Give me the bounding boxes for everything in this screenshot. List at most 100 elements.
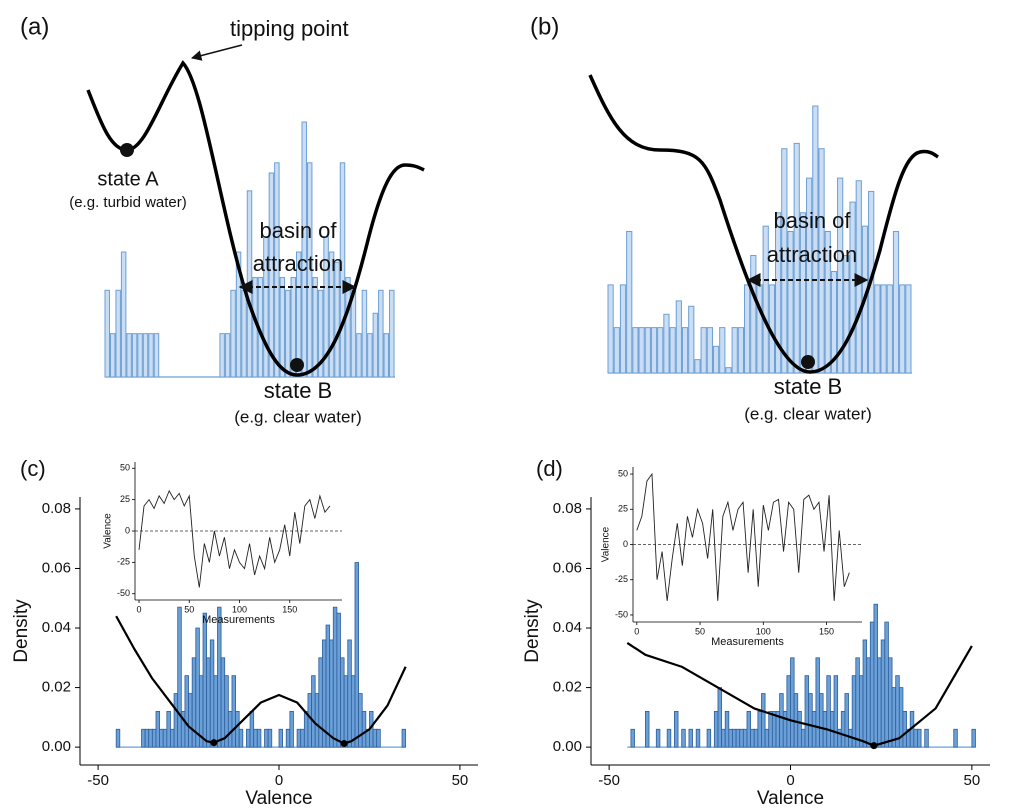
ball [120, 143, 134, 157]
bar [217, 606, 222, 748]
bar [790, 657, 795, 748]
bar [195, 627, 200, 748]
bar [383, 333, 390, 378]
inset-y-title: Valence [103, 513, 114, 549]
x-tick-label: -50 [87, 772, 109, 789]
x-tick-label: -50 [598, 772, 620, 789]
bar [737, 327, 744, 374]
inset-y-tick-label: 50 [618, 468, 628, 478]
inset-x-tick-label: 50 [695, 626, 705, 636]
bar [206, 657, 211, 748]
bar [354, 562, 359, 748]
landscape-curve [86, 60, 425, 377]
bar [782, 711, 788, 748]
bar [830, 271, 838, 374]
bar [339, 162, 346, 378]
bar [800, 728, 806, 748]
y-axis-title: Density [11, 599, 32, 663]
bar [971, 728, 976, 748]
bar [797, 711, 802, 748]
bar [184, 675, 189, 748]
y-tick-label: 0.02 [42, 679, 71, 696]
bar [177, 606, 182, 748]
bar [891, 687, 897, 748]
bar [227, 711, 233, 748]
bar [151, 728, 157, 748]
bar [263, 236, 269, 378]
bar [209, 639, 215, 748]
bar [811, 711, 817, 748]
bar [826, 675, 831, 748]
bar [799, 212, 807, 374]
minimum-point [210, 739, 218, 747]
bar [235, 711, 240, 748]
bar [274, 162, 280, 378]
bar [361, 289, 368, 378]
bar [840, 711, 846, 748]
bar [372, 728, 378, 748]
bar [159, 728, 164, 748]
bar [775, 212, 782, 374]
annotation: state A [97, 168, 159, 190]
panel-b [607, 105, 912, 374]
bar [329, 639, 334, 748]
bar [162, 728, 168, 748]
bar [666, 728, 672, 748]
bar [675, 300, 682, 374]
panel-label: (d) [536, 456, 563, 481]
bar [674, 711, 679, 748]
overlay: (a) tipping point state A (e.g. turbid w… [20, 13, 940, 426]
x-tick-label: 50 [964, 772, 981, 789]
bar [249, 711, 255, 748]
x-tick-label: 0 [275, 772, 283, 789]
inset-x-tick-label: 150 [282, 604, 297, 614]
inset-y-tick-label: 0 [623, 539, 628, 549]
bar [717, 687, 722, 748]
potential-curve [626, 641, 973, 747]
bar [869, 621, 875, 748]
annotation: (e.g. clear water) [234, 407, 362, 426]
bar [144, 728, 150, 748]
bar [681, 728, 686, 748]
bar [367, 333, 373, 378]
bar [750, 255, 757, 374]
inset-y-tick-label: 50 [120, 463, 130, 473]
bar [739, 728, 744, 748]
bar [285, 289, 291, 378]
bar [877, 657, 882, 748]
bar [115, 728, 121, 748]
bar [753, 728, 759, 748]
inset-x-title: Measurements [202, 614, 275, 626]
y-tick-label: 0.06 [42, 559, 71, 576]
y-tick-label: 0.00 [553, 738, 582, 755]
inset-y-tick-label: 25 [120, 494, 130, 504]
bar [913, 728, 918, 748]
bar [202, 612, 208, 748]
bar [311, 675, 316, 748]
bar [638, 327, 645, 374]
bar [170, 728, 175, 748]
bar [340, 657, 345, 748]
bar [246, 190, 253, 378]
bar [307, 693, 312, 748]
bar [626, 230, 633, 374]
bar [253, 728, 258, 748]
bar [356, 333, 362, 378]
bar [126, 333, 132, 378]
annotation: (e.g. clear water) [744, 404, 872, 423]
ball [290, 358, 304, 372]
bar [905, 284, 912, 374]
bar [220, 657, 226, 748]
inset-series [138, 489, 331, 588]
bar [771, 711, 777, 748]
bar [350, 675, 356, 748]
bar [757, 711, 762, 748]
bar [886, 284, 893, 374]
inset-y-tick-label: -25 [615, 574, 628, 584]
inset-y-tick-label: -50 [117, 588, 130, 598]
bar [241, 289, 247, 378]
bar [328, 251, 335, 378]
bar [336, 612, 341, 748]
bar [713, 711, 719, 748]
y-tick-label: 0.04 [553, 619, 582, 636]
